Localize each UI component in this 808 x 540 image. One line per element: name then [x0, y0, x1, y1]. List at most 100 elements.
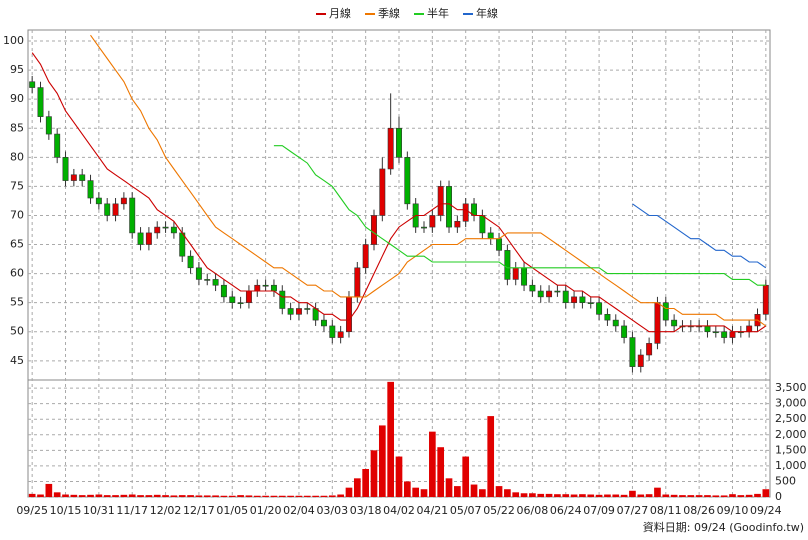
candle-body [204, 279, 211, 281]
candle-body [62, 157, 69, 181]
candle-body [45, 116, 52, 135]
x-tick-label: 05/22 [483, 504, 515, 517]
volume-bar [537, 493, 545, 497]
candle-body [671, 319, 678, 327]
x-tick-label: 03/03 [316, 504, 348, 517]
x-tick-label: 10/31 [83, 504, 115, 517]
candle-body [604, 314, 611, 321]
volume-bar [529, 493, 536, 497]
x-tick-label: 04/02 [383, 504, 415, 517]
volume-bar [562, 494, 570, 497]
candle-body [170, 226, 177, 234]
volume-bar [587, 494, 595, 497]
x-tick-label: 04/21 [416, 504, 448, 517]
x-tick-label: 12/02 [150, 504, 182, 517]
candle-body [421, 226, 427, 229]
x-tick-label: 09/24 [750, 504, 782, 517]
volume-bar [595, 494, 603, 497]
volume-bar [470, 484, 478, 497]
volume-bar [412, 487, 420, 497]
candle-body [662, 302, 669, 321]
candle-body [629, 337, 636, 367]
volume-bar [370, 450, 378, 497]
candle-body [762, 284, 769, 315]
volume-bar [445, 478, 453, 497]
volume-bar [729, 494, 736, 497]
volume-bar [670, 494, 678, 497]
candle-body [437, 186, 444, 216]
volume-bar [420, 489, 428, 497]
candle-body [712, 331, 719, 334]
volume-bar [604, 494, 611, 497]
y-tick-label: 75 [10, 179, 24, 192]
y-tick-label: 55 [10, 296, 24, 309]
candle-body [245, 290, 252, 303]
candle-body [404, 157, 411, 205]
volume-bar [262, 495, 269, 497]
candle-body [145, 232, 152, 245]
y-tick-label: 65 [10, 238, 24, 251]
candle-body [120, 197, 127, 205]
volume-bar [187, 495, 194, 497]
volume-bar [545, 493, 553, 497]
candle-body [287, 308, 294, 315]
x-tick-label: 02/04 [283, 504, 315, 517]
candle-body [579, 296, 586, 303]
candle-body [521, 267, 528, 286]
candle-body [379, 168, 386, 216]
x-tick-label: 12/17 [183, 504, 215, 517]
candle-body [29, 81, 36, 88]
candle-body [546, 290, 553, 298]
candle-body [229, 296, 236, 303]
volume-bar [745, 494, 753, 497]
volume-bar [53, 492, 61, 497]
volume-bar [37, 494, 44, 497]
volume-bar [495, 486, 503, 497]
candle-body [512, 267, 519, 280]
volume-bar [479, 489, 486, 497]
volume-bar [103, 495, 111, 497]
candle-body [462, 203, 469, 222]
legend-label: 季線 [378, 6, 400, 20]
volume-bar [687, 495, 695, 497]
candle-body [254, 284, 261, 292]
candle-body [212, 279, 219, 286]
volume-bar [162, 495, 169, 497]
candle-body [721, 331, 728, 338]
x-tick-label: 07/27 [617, 504, 649, 517]
candle-body [587, 302, 594, 304]
candle-body [487, 232, 494, 240]
volume-bar [303, 495, 311, 497]
volume-bar [554, 494, 561, 497]
volume-bar [662, 494, 670, 497]
y2-tick-label: 1,000 [775, 459, 807, 472]
volume-bar [95, 494, 103, 497]
source-note: 資料日期: 09/24 (Goodinfo.tw) [643, 520, 804, 534]
y-tick-label: 85 [10, 121, 24, 134]
candle-body [571, 296, 578, 303]
candle-body [612, 319, 619, 327]
volume-bar [754, 493, 761, 497]
volume-bar [637, 494, 645, 497]
volume-bar [337, 494, 344, 497]
x-tick-label: 08/11 [650, 504, 682, 517]
x-tick-label: 10/15 [50, 504, 82, 517]
volume-bar [429, 431, 436, 497]
candle-body [537, 290, 544, 298]
volume-bar [253, 495, 261, 497]
x-tick-label: 09/10 [717, 504, 749, 517]
y2-tick-label: 2,500 [775, 412, 807, 425]
candle-body [329, 325, 336, 338]
volume-bar [203, 495, 211, 497]
candle-body [454, 220, 461, 228]
ma-line [31, 52, 767, 333]
volume-bar [220, 495, 228, 497]
volume-bar [145, 495, 153, 497]
volume-bar [212, 495, 219, 497]
y2-tick-label: 2,000 [775, 428, 807, 441]
candle-body [654, 302, 661, 344]
x-tick-label: 03/18 [350, 504, 382, 517]
candle-body [596, 302, 603, 315]
candle-body [70, 174, 77, 181]
candle-body [154, 226, 161, 234]
